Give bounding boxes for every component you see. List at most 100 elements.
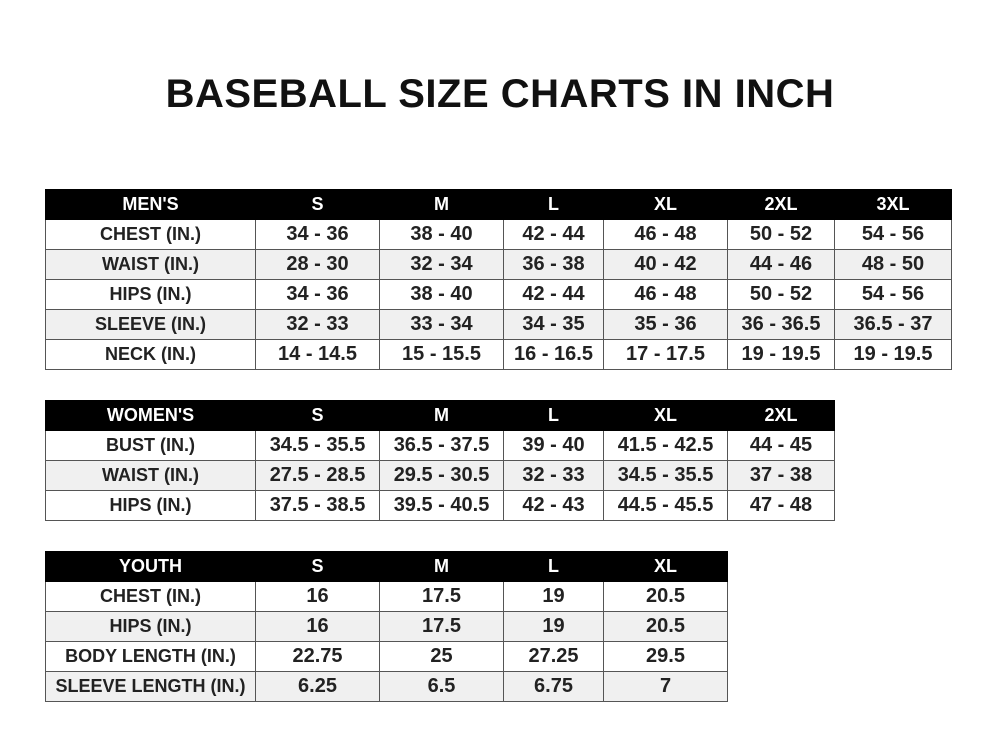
size-header: L [503, 551, 604, 582]
size-value: 34 - 36 [255, 219, 380, 250]
table-row: BODY LENGTH (IN.) 22.75 25 27.25 29.5 [45, 641, 728, 672]
size-value: 44 - 45 [727, 430, 835, 461]
size-value: 16 [255, 581, 380, 612]
size-header: L [503, 189, 604, 220]
measurement-label: HIPS (IN.) [45, 611, 256, 642]
size-value: 19 [503, 581, 604, 612]
size-value: 7 [603, 671, 728, 702]
measurement-label: BODY LENGTH (IN.) [45, 641, 256, 672]
size-value: 44 - 46 [727, 249, 835, 280]
size-header: 2XL [727, 189, 835, 220]
womens-size-table: WOMEN'S S M L XL 2XL BUST (IN.) 34.5 - 35.5 36.5… [45, 400, 835, 521]
header-row: YOUTH S M L XL [45, 551, 728, 582]
measurement-label: CHEST (IN.) [45, 581, 256, 612]
size-value: 40 - 42 [603, 249, 728, 280]
measurement-label: WAIST (IN.) [45, 249, 256, 280]
size-value: 6.5 [379, 671, 504, 702]
size-value: 34 - 36 [255, 279, 380, 310]
size-value: 16 - 16.5 [503, 339, 604, 370]
size-header: S [255, 551, 380, 582]
measurement-label: BUST (IN.) [45, 430, 256, 461]
measurement-label: HIPS (IN.) [45, 279, 256, 310]
size-value: 19 - 19.5 [834, 339, 952, 370]
category-header: WOMEN'S [45, 400, 256, 431]
size-value: 34.5 - 35.5 [255, 430, 380, 461]
measurement-label: NECK (IN.) [45, 339, 256, 370]
table-row: WAIST (IN.) 27.5 - 28.5 29.5 - 30.5 32 - 33… [45, 460, 835, 491]
size-value: 38 - 40 [379, 219, 504, 250]
size-value: 29.5 [603, 641, 728, 672]
size-value: 34 - 35 [503, 309, 604, 340]
measurement-label: SLEEVE (IN.) [45, 309, 256, 340]
size-value: 34.5 - 35.5 [603, 460, 728, 491]
size-value: 35 - 36 [603, 309, 728, 340]
size-value: 14 - 14.5 [255, 339, 380, 370]
size-value: 19 - 19.5 [727, 339, 835, 370]
size-value: 46 - 48 [603, 219, 728, 250]
size-value: 28 - 30 [255, 249, 380, 280]
size-value: 37 - 38 [727, 460, 835, 491]
size-value: 38 - 40 [379, 279, 504, 310]
size-value: 32 - 34 [379, 249, 504, 280]
size-value: 17.5 [379, 611, 504, 642]
size-value: 42 - 44 [503, 219, 604, 250]
size-header: S [255, 400, 380, 431]
size-header: 3XL [834, 189, 952, 220]
size-value: 50 - 52 [727, 219, 835, 250]
size-value: 39 - 40 [503, 430, 604, 461]
table-row: SLEEVE (IN.) 32 - 33 33 - 34 34 - 35 35 - 36… [45, 309, 952, 340]
table-row: WAIST (IN.) 28 - 30 32 - 34 36 - 38 40 - 42 4… [45, 249, 952, 280]
size-value: 16 [255, 611, 380, 642]
size-value: 36 - 36.5 [727, 309, 835, 340]
mens-size-table: MEN'S S M L XL 2XL 3XL CHEST (IN.) 34 - 36 38 - 4… [45, 189, 952, 370]
size-header: L [503, 400, 604, 431]
header-row: MEN'S S M L XL 2XL 3XL [45, 189, 952, 220]
size-value: 44.5 - 45.5 [603, 490, 728, 521]
size-value: 6.25 [255, 671, 380, 702]
size-value: 36 - 38 [503, 249, 604, 280]
size-value: 25 [379, 641, 504, 672]
size-header: M [379, 400, 504, 431]
size-value: 50 - 52 [727, 279, 835, 310]
size-header: 2XL [727, 400, 835, 431]
size-value: 27.5 - 28.5 [255, 460, 380, 491]
size-header: M [379, 189, 504, 220]
size-header: M [379, 551, 504, 582]
size-value: 32 - 33 [255, 309, 380, 340]
page-title: BASEBALL SIZE CHARTS IN INCH [165, 72, 835, 116]
size-value: 37.5 - 38.5 [255, 490, 380, 521]
table-row: NECK (IN.) 14 - 14.5 15 - 15.5 16 - 16.5 17 … [45, 339, 952, 370]
size-value: 42 - 43 [503, 490, 604, 521]
size-value: 42 - 44 [503, 279, 604, 310]
size-value: 17.5 [379, 581, 504, 612]
header-row: WOMEN'S S M L XL 2XL [45, 400, 835, 431]
table-row: BUST (IN.) 34.5 - 35.5 36.5 - 37.5 39 - 40 4… [45, 430, 835, 461]
size-value: 19 [503, 611, 604, 642]
table-row: HIPS (IN.) 34 - 36 38 - 40 42 - 44 46 - 48 50… [45, 279, 952, 310]
category-header: YOUTH [45, 551, 256, 582]
size-value: 46 - 48 [603, 279, 728, 310]
measurement-label: SLEEVE LENGTH (IN.) [45, 671, 256, 702]
measurement-label: WAIST (IN.) [45, 460, 256, 491]
size-value: 39.5 - 40.5 [379, 490, 504, 521]
size-header: XL [603, 400, 728, 431]
size-value: 54 - 56 [834, 219, 952, 250]
size-value: 48 - 50 [834, 249, 952, 280]
size-value: 36.5 - 37.5 [379, 430, 504, 461]
size-value: 32 - 33 [503, 460, 604, 491]
measurement-label: CHEST (IN.) [45, 219, 256, 250]
size-header: S [255, 189, 380, 220]
table-row: CHEST (IN.) 34 - 36 38 - 40 42 - 44 46 - 48 5… [45, 219, 952, 250]
youth-size-table: YOUTH S M L XL CHEST (IN.) 16 17.5 19 20.5 HIPS (I… [45, 551, 728, 702]
size-header: XL [603, 189, 728, 220]
size-value: 15 - 15.5 [379, 339, 504, 370]
size-value: 54 - 56 [834, 279, 952, 310]
measurement-label: HIPS (IN.) [45, 490, 256, 521]
size-value: 6.75 [503, 671, 604, 702]
size-value: 36.5 - 37 [834, 309, 952, 340]
category-header: MEN'S [45, 189, 256, 220]
table-row: CHEST (IN.) 16 17.5 19 20.5 [45, 581, 728, 612]
size-value: 47 - 48 [727, 490, 835, 521]
size-value: 29.5 - 30.5 [379, 460, 504, 491]
size-value: 20.5 [603, 611, 728, 642]
